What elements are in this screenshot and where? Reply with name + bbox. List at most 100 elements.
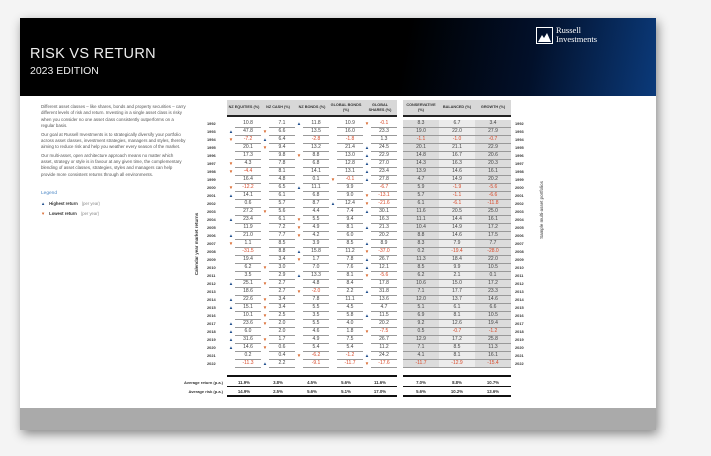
portfolio-return-cell: 19.0 xyxy=(403,128,439,136)
market-return-cell: 16.0 xyxy=(337,128,363,136)
market-return-cell: 26.7 xyxy=(371,256,397,264)
market-return-cell: -9.1 xyxy=(303,360,329,368)
portfolio-return-cell: 3.4 xyxy=(475,120,511,128)
average-value: 10.2% xyxy=(450,389,464,394)
divider xyxy=(227,395,397,397)
market-return-cell: 6.6 xyxy=(269,128,295,136)
portfolio-return-cell: 16.1 xyxy=(475,168,511,176)
intro-paragraph: Our goal at Russell Investments is to st… xyxy=(41,131,186,150)
triangle-up-icon: ▲ xyxy=(364,177,370,182)
portfolio-return-cell: 8.3 xyxy=(403,240,439,248)
market-return-cell: 3.0 xyxy=(269,264,295,272)
year-label: 2008 xyxy=(515,249,524,254)
column-header: GROWTH (%) xyxy=(475,100,511,117)
market-return-cell: 9.9 xyxy=(337,184,363,192)
page-subtitle: 2023 EDITION xyxy=(30,65,99,77)
year-label: 2017 xyxy=(207,321,216,326)
portfolio-return-cell: 11.1 xyxy=(403,216,439,224)
triangle-up-icon: ▲ xyxy=(296,249,302,254)
legend-lowest-label: Lowest return xyxy=(49,211,77,217)
market-return-cell: 11.5 xyxy=(371,312,397,320)
portfolio-return-cell: -19.4 xyxy=(439,248,475,256)
market-return-cell: -1.8 xyxy=(337,136,363,144)
triangle-down-icon: ▼ xyxy=(262,337,268,342)
portfolio-return-cell: 18.4 xyxy=(439,256,475,264)
market-return-cell: 7.2 xyxy=(269,224,295,232)
market-return-cell: 6.4 xyxy=(269,136,295,144)
portfolio-return-cell: 6.1 xyxy=(439,304,475,312)
portfolio-return-cell: 15.0 xyxy=(439,280,475,288)
portfolio-return-cell: 22.9 xyxy=(475,144,511,152)
portfolio-return-cell: 14.9 xyxy=(439,176,475,184)
market-return-cell: 2.9 xyxy=(269,272,295,280)
triangle-up-icon: ▲ xyxy=(364,257,370,262)
market-return-cell: 5.5 xyxy=(303,304,329,312)
triangle-up-icon: ▲ xyxy=(330,201,336,206)
portfolio-return-cell: 25.8 xyxy=(475,336,511,344)
year-label: 2009 xyxy=(207,257,216,262)
portfolio-return-cell: -0.7 xyxy=(439,328,475,336)
market-return-cell: 24.5 xyxy=(371,144,397,152)
market-return-cell: 8.7 xyxy=(303,200,329,208)
market-return-cell: 22.9 xyxy=(371,152,397,160)
portfolio-return-cell: 7.7 xyxy=(475,240,511,248)
year-label: 2018 xyxy=(207,329,216,334)
triangle-down-icon: ▼ xyxy=(364,193,370,198)
market-return-cell: 4.8 xyxy=(303,280,329,288)
portfolio-return-cell: 14.8 xyxy=(403,152,439,160)
market-return-cell: 8.5 xyxy=(269,240,295,248)
triangle-up-icon: ▲ xyxy=(228,281,234,286)
portfolio-return-cell: -0.7 xyxy=(475,136,511,144)
logo-mark-icon xyxy=(536,26,553,44)
market-return-cell: -1.2 xyxy=(337,352,363,360)
market-return-cell: 5.5 xyxy=(303,320,329,328)
market-return-cell: 7.7 xyxy=(269,232,295,240)
market-return-cell: 5.7 xyxy=(269,200,295,208)
average-value: 11.9% xyxy=(238,380,250,385)
year-label: 1993 xyxy=(515,129,524,134)
year-label: 2000 xyxy=(515,185,524,190)
market-return-cell: 16.3 xyxy=(371,216,397,224)
triangle-up-icon: ▲ xyxy=(364,289,370,294)
market-return-cell: 17.3 xyxy=(235,152,261,160)
portfolios-label: Sample multi-asset portfolios xyxy=(539,181,544,239)
year-label: 2021 xyxy=(207,353,216,358)
portfolio-return-cell: 22.0 xyxy=(439,128,475,136)
triangle-up-icon: ▲ xyxy=(364,313,370,318)
market-return-cell: 26.7 xyxy=(371,336,397,344)
average-value: 5.6% xyxy=(307,389,317,394)
market-return-cell: 18.6 xyxy=(235,288,261,296)
portfolio-return-cell: 27.9 xyxy=(475,128,511,136)
market-return-cell: 21.4 xyxy=(337,144,363,152)
column-header: NZ EQUITIES (%) xyxy=(227,100,261,117)
portfolio-return-cell: 17.7 xyxy=(439,288,475,296)
triangle-down-icon: ▼ xyxy=(262,265,268,270)
market-return-cell: 6.1 xyxy=(269,192,295,200)
triangle-down-icon: ▼ xyxy=(364,121,370,126)
market-return-cell: 23.4 xyxy=(235,216,261,224)
market-return-cell: 5.4 xyxy=(303,344,329,352)
portfolio-return-cell: 7.1 xyxy=(403,288,439,296)
market-return-cell: 4.2 xyxy=(303,232,329,240)
market-return-cell: 2.5 xyxy=(269,312,295,320)
market-return-cell: 6.5 xyxy=(269,184,295,192)
document-page: RISK VS RETURN 2023 EDITION Russell Inves… xyxy=(20,18,656,430)
portfolio-return-cell: 7.1 xyxy=(403,344,439,352)
market-return-cell: 4.9 xyxy=(303,336,329,344)
portfolio-return-cell: 10.5 xyxy=(475,264,511,272)
market-return-cell: -7.5 xyxy=(371,328,397,336)
market-return-cell: 20.2 xyxy=(371,232,397,240)
market-return-cell: -31.5 xyxy=(235,248,261,256)
market-return-cell: 4.4 xyxy=(303,208,329,216)
average-value: 2.5% xyxy=(273,389,283,394)
portfolio-return-cell: 8.1 xyxy=(439,312,475,320)
triangle-up-icon: ▲ xyxy=(228,337,234,342)
market-return-cell: -6.2 xyxy=(303,352,329,360)
triangle-down-icon: ▼ xyxy=(262,313,268,318)
market-return-cell: 13.6 xyxy=(371,296,397,304)
portfolio-return-cell: -1.2 xyxy=(475,328,511,336)
market-return-cell: 2.0 xyxy=(269,320,295,328)
market-return-cell: 13.1 xyxy=(337,168,363,176)
year-label: 2005 xyxy=(207,225,216,230)
triangle-down-icon: ▼ xyxy=(296,289,302,294)
